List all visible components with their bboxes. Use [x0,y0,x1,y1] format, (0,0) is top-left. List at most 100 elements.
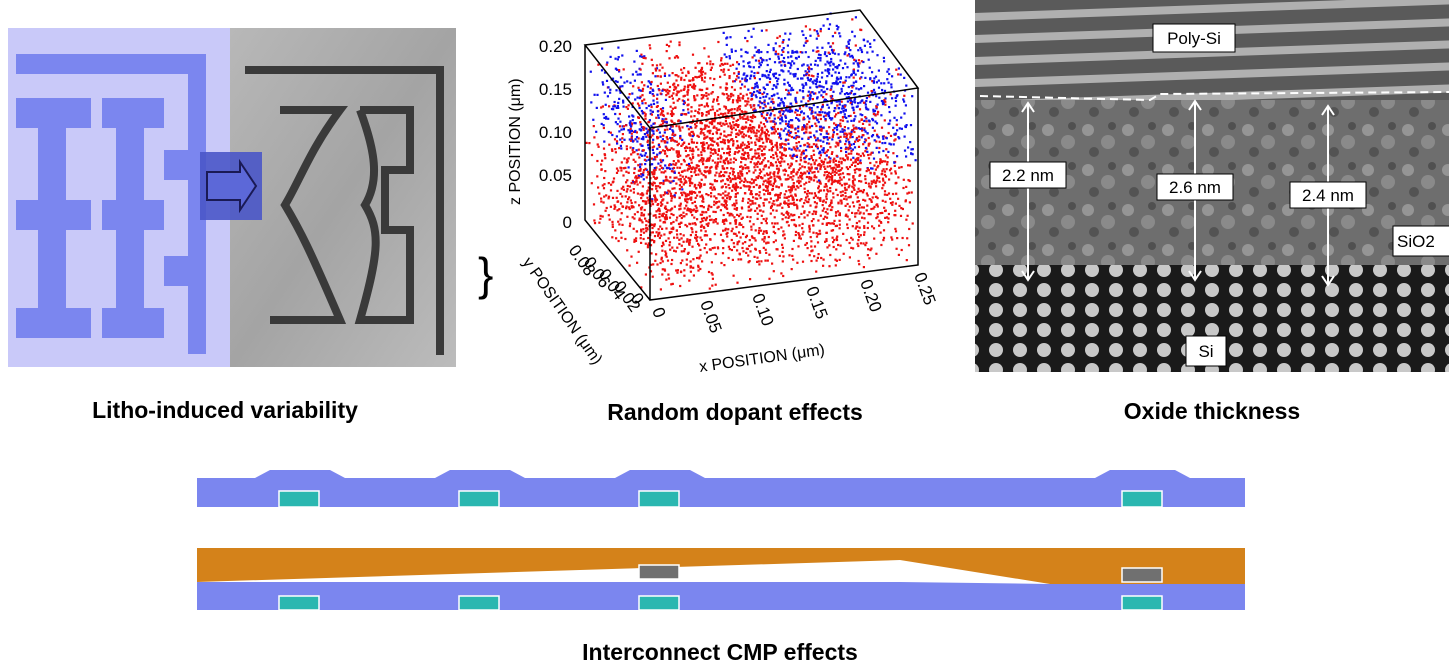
dopant-dot [877,111,879,113]
dopant-dot [725,87,727,89]
dopant-dot [723,264,725,266]
dopant-dot [664,221,666,223]
dopant-dot [852,175,854,177]
dopant-dot [783,233,785,235]
dopant-dot [859,102,861,104]
dopant-dot [797,232,799,234]
dopant-dot [848,178,850,180]
dopant-dot [882,160,884,162]
dopant-dot [674,194,676,196]
dopant-dot [749,124,751,126]
dopant-dot [744,164,746,166]
dopant-dot [796,145,798,147]
dopant-dot [797,126,799,128]
dopant-dot [603,117,605,119]
dopant-dot [895,69,897,71]
dopant-dot [873,158,875,160]
dopant-dot [752,56,754,58]
dopant-dot [745,135,747,137]
dopant-dot [692,54,694,56]
dopant-dot [866,151,868,153]
dopant-dot [760,122,762,124]
dopant-dot [809,108,811,110]
dopant-dot [666,155,668,157]
dopant-dot [754,77,756,79]
dopant-dot [634,182,636,184]
dopant-dot [841,202,843,204]
dopant-dot [788,148,790,150]
dopant-dot [869,162,871,164]
dopant-dot [702,141,704,143]
dopant-dot [733,246,735,248]
z-axis-label: z POSITION (μm) [507,78,524,205]
dopant-dot [668,244,670,246]
dopant-dot [842,190,844,192]
dopant-dot [637,103,639,105]
dopant-dot [824,158,826,160]
dopant-dot [723,135,725,137]
dopant-dot [727,162,729,164]
dopant-dot [680,79,682,81]
dopant-dot [844,192,846,194]
dopant-dot [882,184,884,186]
dopant-dot [741,173,743,175]
dopant-dot [691,214,693,216]
dopant-dot [851,164,853,166]
dopant-dot [818,185,820,187]
dopant-dot [878,97,880,99]
dopant-dot [680,114,682,116]
dopant-dot [641,145,643,147]
dopant-dot [695,223,697,225]
dopant-dot [695,205,697,207]
dopant-dot [740,213,742,215]
dopant-dot [858,66,860,68]
dopant-dot [640,208,642,210]
dopant-dot [706,251,708,253]
dopant-dot [830,95,832,97]
dopant-dot [666,128,668,130]
dopant-dot [872,51,874,53]
dopant-dot [763,153,765,155]
dopant-dot [765,190,767,192]
dopant-dot [796,114,798,116]
dopant-dot [810,64,812,66]
dopant-dot [640,237,642,239]
dopant-dot [787,139,789,141]
dopant-dot [662,215,664,217]
dopant-dot [804,157,806,159]
dopant-dot [700,154,702,156]
dopant-dot [651,59,653,61]
dopant-dot [746,172,748,174]
dopant-dot [730,213,732,215]
dopant-dot [784,97,786,99]
dopant-dot [692,150,694,152]
dopant-dot [830,89,832,91]
dopant-dot [811,172,813,174]
dopant-dot [640,214,642,216]
dopant-dot [742,168,744,170]
dopant-dot [835,160,837,162]
dopant-dot [729,222,731,224]
dopant-dot [684,224,686,226]
dopant-dot [845,117,847,119]
dopant-dot [764,88,766,90]
dopant-dot [620,147,622,149]
dopant-dot [758,232,760,234]
dopant-dot [714,233,716,235]
dopant-dot [618,130,620,132]
dopant-dot [755,96,757,98]
dopant-dot [758,205,760,207]
dopant-dot [594,94,596,96]
dopant-dot [639,181,641,183]
dopant-dot [858,136,860,138]
dopant-dot [749,104,751,106]
dopant-dot [727,139,729,141]
dopant-dot [808,158,810,160]
dopant-dot [686,94,688,96]
dopant-dot [632,119,634,121]
dopant-dot [775,130,777,132]
dopant-dot [865,182,867,184]
dopant-dot [855,74,857,76]
dopant-dot [819,151,821,153]
dopant-dot [762,183,764,185]
